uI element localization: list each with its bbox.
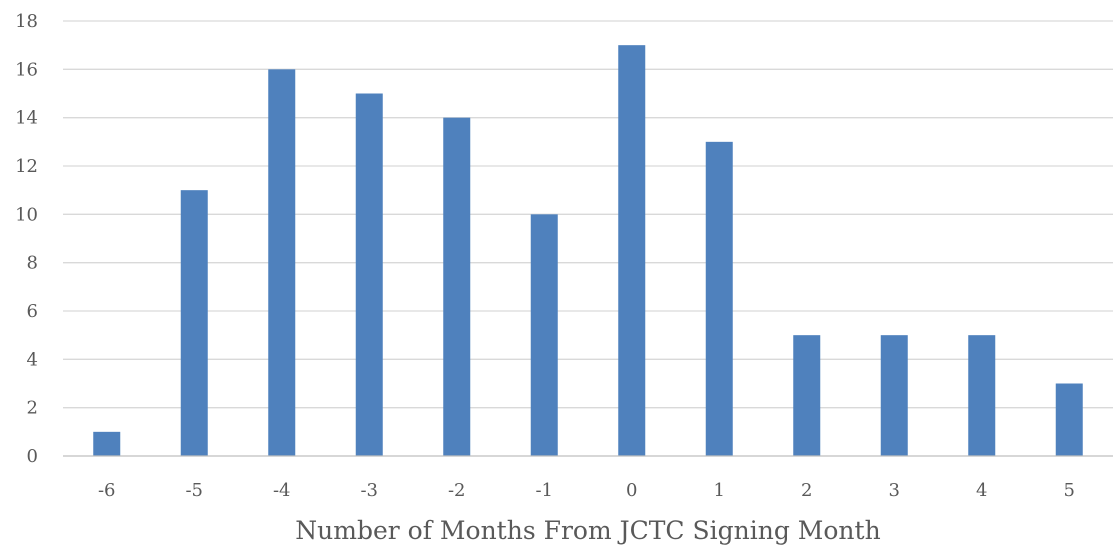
y-tick-label: 0 (27, 446, 38, 467)
bar--6 (93, 431, 121, 456)
bar-5 (1055, 383, 1083, 456)
y-tick-label: 6 (27, 301, 38, 322)
bar-1 (705, 141, 733, 457)
y-tick-label: 2 (27, 398, 38, 419)
y-axis-tick-labels: 0 2 4 6 8 10 12 14 16 18 (15, 11, 38, 467)
y-tick-label: 4 (27, 349, 38, 370)
x-tick-label: 0 (626, 480, 637, 501)
x-tick-label: 5 (1064, 480, 1075, 501)
x-tick-label: 1 (714, 480, 725, 501)
bar-3 (880, 335, 908, 456)
y-tick-label: 8 (27, 253, 38, 274)
x-tick-label: -5 (185, 480, 203, 501)
bar-2 (793, 335, 821, 456)
bar--4 (268, 69, 296, 456)
x-tick-label: -4 (273, 480, 291, 501)
y-tick-label: 12 (15, 156, 38, 177)
bar--3 (355, 93, 383, 456)
x-axis-tick-labels: -6 -5 -4 -3 -2 -1 0 1 2 3 4 5 (98, 480, 1075, 501)
x-tick-label: 2 (801, 480, 812, 501)
bar--2 (443, 117, 471, 457)
x-tick-label: -1 (535, 480, 553, 501)
bar--1 (530, 214, 558, 456)
bars (93, 45, 1083, 457)
x-tick-label: -6 (98, 480, 116, 501)
y-tick-label: 18 (15, 11, 38, 32)
y-tick-label: 16 (15, 59, 38, 80)
x-tick-label: -3 (360, 480, 378, 501)
y-tick-label: 10 (15, 204, 38, 225)
y-tick-label: 14 (15, 108, 38, 129)
x-tick-label: -2 (448, 480, 466, 501)
x-tick-label: 3 (889, 480, 900, 501)
gridlines (63, 20, 1113, 409)
bar-4 (968, 335, 996, 456)
x-tick-label: 4 (976, 480, 987, 501)
bar--5 (180, 190, 208, 456)
bar-0 (618, 45, 646, 457)
x-axis-title: Number of Months From JCTC Signing Month (295, 516, 880, 545)
